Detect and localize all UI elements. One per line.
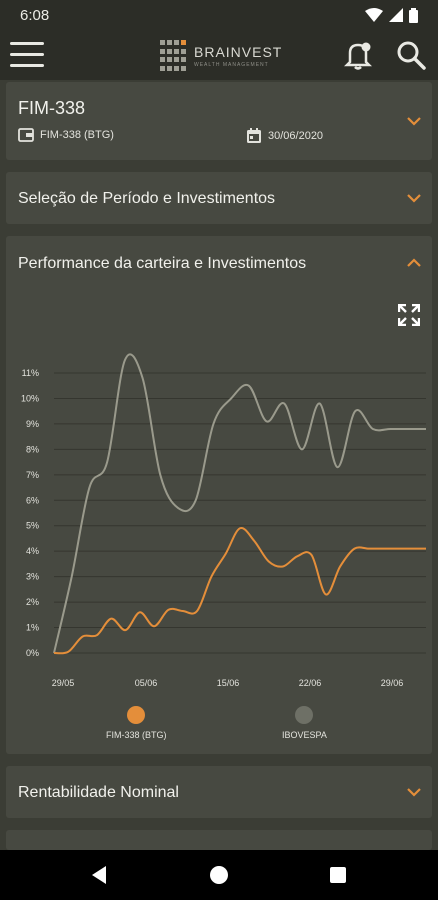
x-tick-label: 29/05 (52, 678, 75, 688)
brainvest-logo: BRAINVEST WEALTH MANAGEMENT (160, 36, 284, 76)
x-tick-label: 22/06 (299, 678, 322, 688)
legend-dot-index (295, 706, 314, 724)
chevron-down-icon[interactable] (406, 116, 422, 126)
logo-mark (160, 40, 188, 72)
section-rentabilidade-title: Rentabilidade Nominal (18, 784, 179, 801)
y-tick-label: 7% (26, 470, 39, 480)
search-icon[interactable] (396, 40, 426, 70)
section-performance-title: Performance da carteira e Investimentos (18, 255, 307, 272)
section-periodo-title: Seleção de Período e Investimentos (18, 190, 276, 207)
x-tick-label: 29/06 (381, 678, 404, 688)
y-tick-label: 5% (26, 521, 39, 531)
series-line-ibovespa (53, 353, 426, 654)
y-tick-label: 9% (26, 419, 39, 429)
fund-account: FIM-338 (BTG) (18, 128, 114, 142)
legend-item-fund[interactable]: FIM-338 (BTG) (106, 706, 167, 740)
y-tick-label: 2% (26, 597, 39, 607)
legend-label-fund: FIM-338 (BTG) (106, 730, 167, 740)
fund-date-value: 30/06/2020 (268, 130, 324, 142)
status-bar: 6:08 (0, 0, 438, 30)
calendar-icon (247, 128, 261, 143)
chevron-down-icon[interactable] (406, 193, 422, 203)
fund-account-label: FIM-338 (BTG) (40, 129, 114, 141)
expand-icon[interactable] (398, 304, 420, 326)
y-tick-label: 6% (26, 495, 39, 505)
app-bar: BRAINVEST WEALTH MANAGEMENT (0, 30, 438, 80)
performance-chart: 0% 1% 2% 3% 4% 5% 6% 7% 8% 9% 10% 11% 29/05 05/06 15/0… (21, 353, 426, 688)
navigation-bar (0, 850, 438, 900)
battery-icon (409, 7, 418, 23)
y-tick-label: 8% (26, 444, 39, 454)
chevron-up-icon[interactable] (406, 258, 422, 268)
series-line-fund (53, 526, 426, 655)
status-time: 6:08 (20, 6, 50, 24)
x-tick-label: 15/06 (217, 678, 240, 688)
fund-title: FIM-338 (18, 98, 86, 118)
x-tick-label: 05/06 (135, 678, 158, 688)
recent-apps-icon[interactable] (330, 867, 346, 883)
legend-item-index[interactable]: IBOVESPA (282, 706, 327, 740)
section-next[interactable] (6, 830, 432, 850)
home-icon[interactable] (210, 866, 228, 884)
logo-brand: BRAINVEST (194, 44, 283, 60)
section-periodo[interactable]: Seleção de Período e Investimentos (6, 172, 432, 224)
legend-label-index: IBOVESPA (282, 730, 327, 740)
y-tick-label: 11% (22, 368, 39, 378)
fund-date: 30/06/2020 (246, 128, 323, 144)
y-tick-label: 0% (26, 648, 39, 658)
menu-icon[interactable] (10, 42, 46, 68)
back-icon[interactable] (90, 865, 108, 885)
section-performance: Performance da carteira e Investimentos … (6, 236, 432, 754)
status-icons (365, 7, 418, 23)
section-rentabilidade[interactable]: Rentabilidade Nominal (6, 766, 432, 818)
y-tick-label: 3% (26, 572, 39, 582)
y-tick-label: 1% (26, 623, 39, 633)
logo-tagline: WEALTH MANAGEMENT (194, 62, 269, 68)
notification-bell-icon[interactable] (344, 40, 372, 70)
signal-icon (389, 8, 403, 22)
legend-dot-fund (127, 706, 146, 724)
fund-card[interactable]: FIM-338 FIM-338 (BTG) 30/06/2020 (6, 82, 432, 160)
wifi-icon (365, 8, 383, 22)
wallet-icon (18, 128, 34, 142)
chevron-down-icon[interactable] (406, 787, 422, 797)
y-tick-label: 4% (26, 546, 39, 556)
y-tick-label: 10% (21, 393, 39, 403)
